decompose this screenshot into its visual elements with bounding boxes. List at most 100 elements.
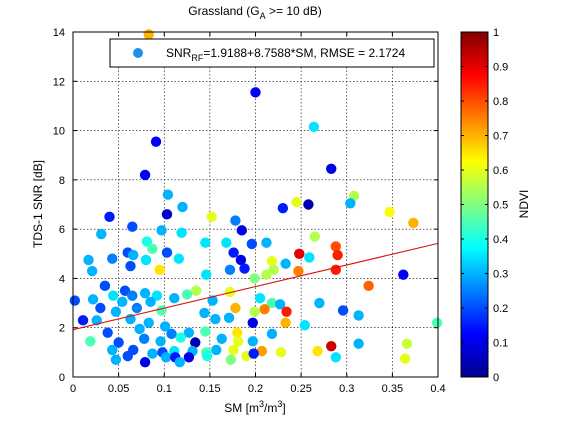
data-point xyxy=(161,247,173,258)
data-point xyxy=(99,280,111,292)
data-point xyxy=(145,296,156,308)
y-tick-label: 2 xyxy=(59,323,65,335)
data-point xyxy=(159,321,171,332)
data-point xyxy=(127,290,138,301)
data-point xyxy=(256,345,268,357)
data-point xyxy=(280,258,291,269)
colorbar-tick-label: 0.3 xyxy=(493,269,508,281)
y-axis-ticks: 0 2 4 6 8 10 12 14 xyxy=(53,27,438,384)
data-point xyxy=(107,253,118,264)
colorbar-tick-label: 0.9 xyxy=(493,62,508,74)
scatter-points xyxy=(69,29,443,368)
legend-box xyxy=(109,38,435,68)
data-point xyxy=(154,264,165,276)
data-point xyxy=(299,320,310,331)
legend: SNRRF=1.9188+8.7588*SM, RMSE = 2.1724 xyxy=(109,38,435,68)
data-point xyxy=(274,299,286,310)
data-point xyxy=(143,29,154,40)
data-point xyxy=(235,254,247,266)
x-tick-label: 0 xyxy=(70,383,76,395)
data-point xyxy=(206,211,217,223)
legend-marker xyxy=(133,48,143,58)
data-point xyxy=(160,352,172,363)
data-point xyxy=(268,264,279,276)
colorbar-tick-label: 0 xyxy=(493,372,499,384)
chart-title: Grassland (GA >= 10 dB) xyxy=(188,4,321,21)
data-point xyxy=(95,302,106,314)
fit-line-group xyxy=(72,242,439,331)
fit-line xyxy=(72,242,439,331)
data-point xyxy=(304,252,315,263)
data-point xyxy=(314,297,325,309)
data-point xyxy=(230,302,241,314)
data-point xyxy=(161,209,173,220)
x-tick-label: 0.15 xyxy=(199,383,220,395)
data-point xyxy=(156,225,167,236)
data-point xyxy=(247,317,258,328)
data-point xyxy=(345,198,356,209)
data-point xyxy=(139,169,151,181)
data-point xyxy=(96,228,107,240)
data-point xyxy=(332,249,343,261)
data-point xyxy=(309,231,321,242)
data-point xyxy=(110,354,122,365)
data-point xyxy=(190,337,201,348)
data-point xyxy=(102,327,113,338)
data-point xyxy=(232,336,244,347)
data-point xyxy=(291,196,302,208)
data-point xyxy=(173,253,185,264)
data-point xyxy=(190,285,202,296)
colorbar-ticks: 0 0.1 0.2 0.3 0.4 0.5 0.6 0.7 0.8 0.9 1 xyxy=(461,27,508,384)
data-point xyxy=(69,295,81,306)
data-point xyxy=(177,201,188,213)
y-tick-label: 4 xyxy=(59,273,65,285)
data-point xyxy=(176,227,187,239)
data-point xyxy=(91,315,102,326)
data-point xyxy=(113,337,124,348)
x-tick-label: 0.4 xyxy=(430,383,445,395)
y-tick-label: 10 xyxy=(53,126,65,138)
data-point xyxy=(248,348,259,359)
data-point xyxy=(87,294,99,305)
data-point xyxy=(330,241,341,252)
data-point xyxy=(408,217,419,229)
data-point xyxy=(250,87,261,98)
data-point xyxy=(326,340,337,352)
data-point xyxy=(83,254,94,266)
data-point xyxy=(281,306,292,317)
data-point xyxy=(266,255,278,267)
data-point xyxy=(293,265,304,277)
data-point xyxy=(236,225,248,236)
data-point xyxy=(155,336,166,347)
data-point xyxy=(150,136,162,147)
colorbar-tick-label: 0.2 xyxy=(493,303,508,315)
data-point xyxy=(330,352,341,363)
data-point xyxy=(77,315,89,326)
data-point xyxy=(254,292,266,304)
data-point xyxy=(127,221,138,232)
data-point xyxy=(225,354,237,365)
y-tick-label: 0 xyxy=(59,372,65,384)
data-point xyxy=(312,345,323,357)
data-point xyxy=(211,344,222,356)
data-point xyxy=(85,336,96,347)
data-point xyxy=(249,306,260,317)
data-point xyxy=(277,202,289,214)
data-point xyxy=(239,263,250,274)
data-point xyxy=(119,285,131,296)
data-point xyxy=(294,248,305,259)
data-point xyxy=(308,121,320,133)
data-point xyxy=(200,326,211,337)
data-point xyxy=(401,338,413,349)
data-point xyxy=(147,348,158,359)
data-point xyxy=(139,288,151,299)
data-point xyxy=(138,333,150,345)
data-point xyxy=(221,237,232,248)
data-point xyxy=(275,347,287,358)
data-point xyxy=(117,296,128,308)
data-point xyxy=(353,338,364,349)
y-tick-label: 6 xyxy=(59,224,65,236)
colorbar-tick-label: 0.6 xyxy=(493,165,508,177)
data-point xyxy=(232,327,243,338)
data-point xyxy=(398,269,409,280)
